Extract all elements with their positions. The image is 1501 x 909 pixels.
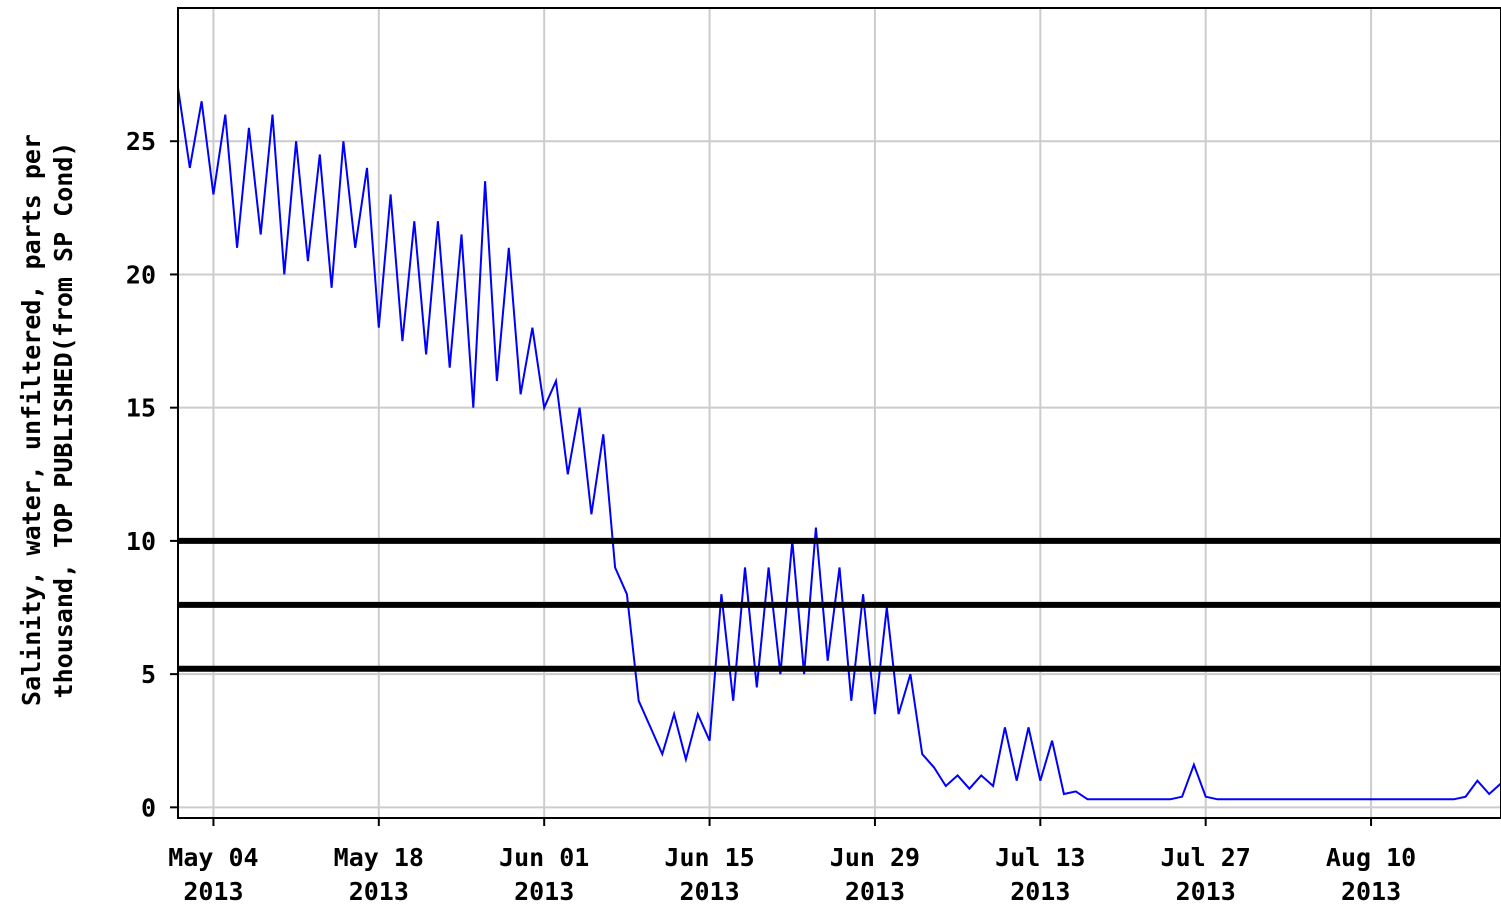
- x-tick-label: Jun 15 2013: [664, 843, 754, 906]
- x-tick-label: Jul 27 2013: [1161, 843, 1251, 906]
- x-tick-label: Jun 29 2013: [830, 843, 920, 906]
- x-tick-label-line: 2013: [845, 877, 905, 906]
- x-tick-label-line: Jun 29: [830, 843, 920, 872]
- x-tick-label-line: 2013: [1176, 877, 1236, 906]
- x-tick-label-line: 2013: [1341, 877, 1401, 906]
- x-tick-label: Jul 13 2013: [995, 843, 1085, 906]
- x-tick-label-line: Aug 10: [1326, 843, 1416, 872]
- x-tick-label-line: Jul 13: [995, 843, 1085, 872]
- x-tick-label-line: May 18: [334, 843, 424, 872]
- y-tick-label: 25: [126, 127, 156, 156]
- y-tick-label: 5: [141, 660, 156, 689]
- y-tick-label: 15: [126, 394, 156, 423]
- x-tick-label-line: 2013: [679, 877, 739, 906]
- x-tick-label: May 04 2013: [168, 843, 258, 906]
- x-tick-label: Aug 10 2013: [1326, 843, 1416, 906]
- x-tick-label-line: Jun 15: [664, 843, 754, 872]
- plot-frame: [177, 7, 1501, 819]
- x-tick-label-line: Jul 27: [1161, 843, 1251, 872]
- x-tick-label-line: May 04: [168, 843, 258, 872]
- x-tick-label-line: Jun 01: [499, 843, 589, 872]
- y-axis-label: Salinity, water, unfiltered, parts per: [17, 134, 46, 706]
- x-tick-label-line: 2013: [514, 877, 574, 906]
- y-tick-label: 20: [126, 260, 156, 289]
- series-line: [177, 87, 1501, 801]
- y-tick-label: 10: [126, 527, 156, 556]
- x-tick-label-line: 2013: [183, 877, 243, 906]
- x-tick-label: May 18 2013: [334, 843, 424, 906]
- x-tick-label-line: 2013: [1010, 877, 1070, 906]
- x-tick-label-line: 2013: [349, 877, 409, 906]
- y-axis-label: thousand, TOP PUBLISHED(from SP Cond): [49, 142, 78, 699]
- x-tick-label: Jun 01 2013: [499, 843, 589, 906]
- y-tick-label: 0: [141, 793, 156, 822]
